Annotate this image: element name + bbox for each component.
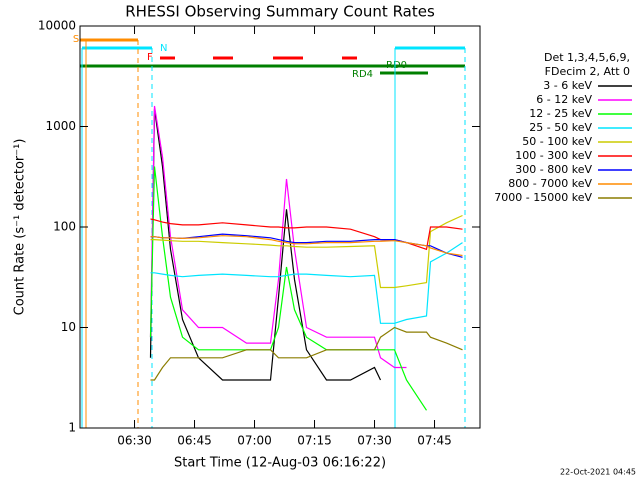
- series-line: [150, 235, 463, 257]
- x-tick-label: 07:15: [297, 434, 332, 448]
- legend-label: 800 - 7000 keV: [508, 177, 592, 190]
- flag-label: F: [147, 52, 153, 63]
- x-tick-label: 07:00: [237, 434, 272, 448]
- legend-title: Det 1,3,4,5,6,9,: [544, 51, 630, 64]
- legend-label: 3 - 6 keV: [543, 79, 592, 92]
- series-line: [149, 105, 407, 369]
- y-tick-label: 10000: [38, 19, 76, 33]
- series-line: [149, 166, 428, 411]
- legend-label: 100 - 300 keV: [515, 149, 592, 162]
- legend-label: 25 - 50 keV: [529, 121, 592, 134]
- x-tick-label: 07:30: [357, 434, 392, 448]
- footer: 22-Oct-2021 04:45: [560, 468, 636, 477]
- y-tick-label: 100: [53, 220, 76, 234]
- flag-label: N: [160, 43, 167, 54]
- x-tick-label: 07:45: [417, 434, 452, 448]
- series-line: [149, 108, 382, 381]
- series-line: [150, 214, 463, 289]
- legend-label: 7000 - 15000 keV: [494, 191, 592, 204]
- chart-title: RHESSI Observing Summary Count Rates: [125, 3, 435, 21]
- y-axis-label: Count Rate (s⁻¹ detector⁻¹): [13, 139, 28, 316]
- legend-label: 50 - 100 keV: [522, 135, 592, 148]
- flag-label: RD4: [352, 69, 373, 80]
- flag-label: RD0: [386, 60, 407, 71]
- legend-label: 12 - 25 keV: [529, 107, 592, 120]
- y-tick-label: 1: [68, 421, 76, 435]
- series-line: [150, 326, 463, 381]
- series-line: [150, 218, 463, 251]
- y-tick-label: 1000: [45, 119, 76, 133]
- x-axis-label: Start Time (12-Aug-03 06:16:22): [174, 456, 386, 471]
- legend-label: 300 - 800 keV: [515, 163, 592, 176]
- y-tick-label: 10: [61, 320, 76, 334]
- legend-title: FDecim 2, Att 0: [545, 65, 630, 78]
- x-tick-label: 06:45: [177, 434, 212, 448]
- x-tick-label: 06:30: [117, 434, 152, 448]
- series-line: [150, 242, 463, 324]
- flag-label: S: [73, 34, 79, 45]
- legend-label: 6 - 12 keV: [536, 93, 592, 106]
